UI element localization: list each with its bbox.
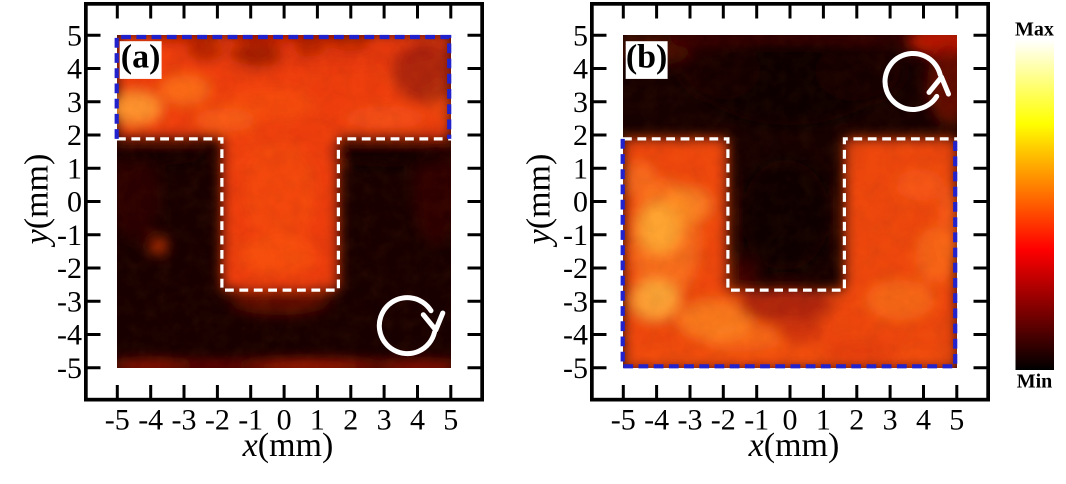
svg-text:5: 5 <box>443 404 458 437</box>
svg-text:x(mm): x(mm) <box>748 427 840 464</box>
svg-text:3: 3 <box>573 86 588 119</box>
svg-text:1: 1 <box>310 404 325 437</box>
svg-text:-5: -5 <box>563 352 588 385</box>
svg-text:-1: -1 <box>563 219 588 252</box>
svg-text:-4: -4 <box>138 404 163 437</box>
svg-text:-1: -1 <box>744 404 769 437</box>
svg-text:4: 4 <box>67 53 82 86</box>
svg-text:2: 2 <box>67 119 82 152</box>
svg-text:-4: -4 <box>57 319 82 352</box>
svg-text:1: 1 <box>816 404 831 437</box>
svg-text:-3: -3 <box>57 285 82 318</box>
svg-text:5: 5 <box>949 404 964 437</box>
svg-text:x(mm): x(mm) <box>242 427 334 464</box>
svg-text:y(mm): y(mm) <box>521 154 558 248</box>
svg-text:-5: -5 <box>611 404 636 437</box>
svg-text:2: 2 <box>573 119 588 152</box>
svg-text:-2: -2 <box>57 252 82 285</box>
svg-text:-2: -2 <box>563 252 588 285</box>
svg-text:-3: -3 <box>563 285 588 318</box>
svg-text:2: 2 <box>849 404 864 437</box>
svg-text:-5: -5 <box>105 404 130 437</box>
svg-text:4: 4 <box>573 53 588 86</box>
svg-text:5: 5 <box>573 19 588 52</box>
svg-text:Max: Max <box>1015 19 1054 41</box>
svg-text:y(mm): y(mm) <box>19 154 56 248</box>
svg-text:-2: -2 <box>205 404 230 437</box>
svg-text:-2: -2 <box>711 404 736 437</box>
svg-text:-1: -1 <box>238 404 263 437</box>
svg-text:(b): (b) <box>626 39 668 76</box>
svg-text:-4: -4 <box>644 404 669 437</box>
svg-text:0: 0 <box>67 186 82 219</box>
svg-text:2: 2 <box>343 404 358 437</box>
svg-text:-4: -4 <box>563 319 588 352</box>
svg-text:-1: -1 <box>57 219 82 252</box>
svg-text:-3: -3 <box>678 404 703 437</box>
svg-text:4: 4 <box>916 404 931 437</box>
svg-text:3: 3 <box>377 404 392 437</box>
svg-text:-3: -3 <box>172 404 197 437</box>
svg-text:(a): (a) <box>121 39 161 76</box>
svg-text:0: 0 <box>277 404 292 437</box>
svg-text:3: 3 <box>67 86 82 119</box>
svg-text:0: 0 <box>783 404 798 437</box>
svg-text:3: 3 <box>883 404 898 437</box>
svg-text:0: 0 <box>573 186 588 219</box>
svg-text:5: 5 <box>67 19 82 52</box>
svg-text:Min: Min <box>1017 371 1053 393</box>
svg-text:4: 4 <box>410 404 425 437</box>
svg-text:-5: -5 <box>57 352 82 385</box>
svg-text:1: 1 <box>67 152 82 185</box>
svg-text:1: 1 <box>573 152 588 185</box>
